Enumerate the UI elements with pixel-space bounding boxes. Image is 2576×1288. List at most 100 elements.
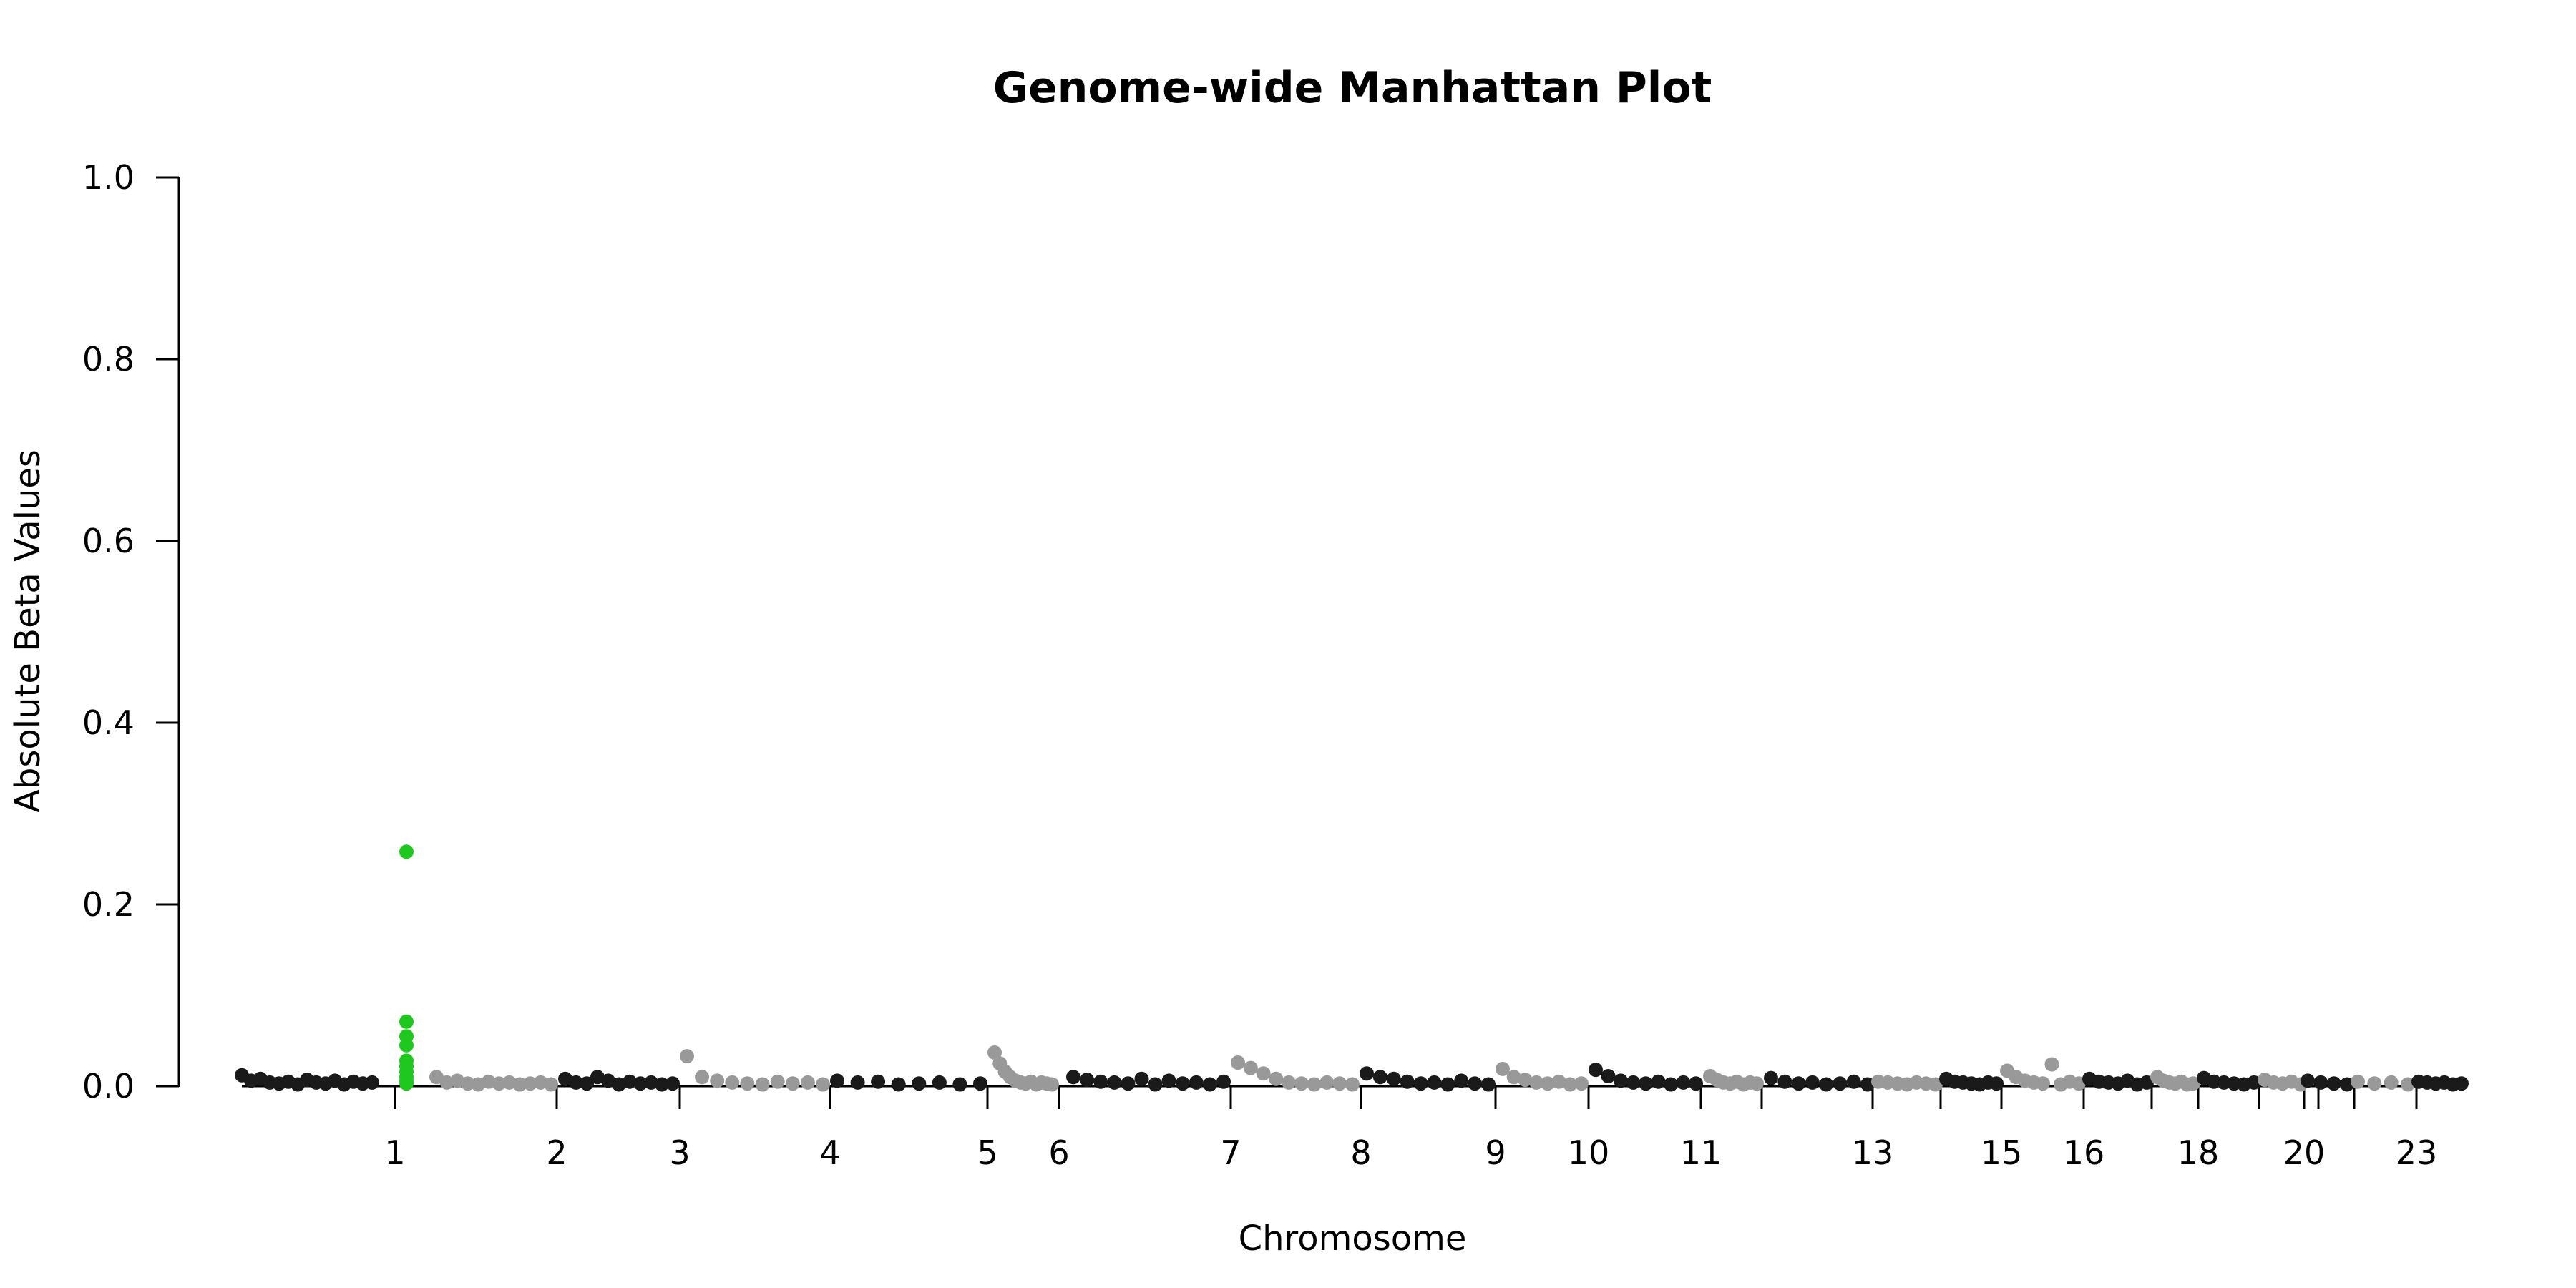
x-tick-label: 7 — [1220, 1133, 1241, 1172]
x-tick-label: 18 — [2177, 1133, 2220, 1172]
highlight-point — [399, 1038, 414, 1053]
data-point — [1161, 1073, 1176, 1088]
data-point — [590, 1070, 605, 1085]
data-point — [973, 1076, 987, 1091]
data-point — [1764, 1070, 1778, 1085]
data-point — [695, 1070, 710, 1085]
data-point — [1427, 1075, 1442, 1090]
data-point — [1928, 1077, 1943, 1092]
x-axis-label: Chromosome — [1239, 1219, 1467, 1259]
data-point — [601, 1073, 615, 1088]
data-point — [952, 1077, 967, 1092]
data-point — [569, 1075, 583, 1090]
data-point — [1282, 1075, 1297, 1090]
highlight-point — [399, 844, 414, 859]
data-point — [1386, 1071, 1401, 1086]
data-point — [1440, 1077, 1455, 1092]
data-point — [1256, 1066, 1271, 1081]
y-axis-ticks: 0.0 0.2 0.4 0.6 0.8 1.0 — [82, 158, 179, 1106]
data-point — [2454, 1076, 2469, 1091]
data-point — [1846, 1074, 1861, 1089]
data-point — [522, 1076, 537, 1091]
data-point — [558, 1071, 572, 1086]
y-tick-label: 0.6 — [82, 522, 135, 560]
data-point — [1529, 1075, 1544, 1090]
data-point — [1689, 1076, 1703, 1091]
data-point — [1319, 1075, 1335, 1090]
data-point — [633, 1076, 648, 1091]
data-point — [1540, 1076, 1555, 1091]
data-point — [932, 1075, 947, 1090]
data-point — [1080, 1073, 1095, 1088]
data-point — [2326, 1076, 2341, 1091]
y-tick-label: 0.8 — [82, 340, 135, 379]
data-point — [492, 1076, 507, 1091]
data-point — [871, 1074, 886, 1089]
data-point — [580, 1076, 594, 1091]
data-point — [2367, 1076, 2382, 1091]
y-tick-label: 1.0 — [82, 158, 135, 197]
x-tick-label: 13 — [1852, 1133, 1894, 1172]
data-point — [1107, 1075, 1122, 1090]
data-point — [2186, 1076, 2200, 1091]
data-point — [460, 1076, 475, 1091]
x-tick-label: 15 — [1981, 1133, 2023, 1172]
data-point — [912, 1076, 927, 1091]
data-point — [850, 1075, 865, 1090]
data-point — [1574, 1076, 1589, 1091]
data-point — [816, 1077, 830, 1092]
data-point — [644, 1075, 658, 1090]
data-point — [1202, 1077, 1217, 1092]
data-point — [655, 1077, 669, 1092]
data-point — [2301, 1073, 2315, 1088]
data-point — [1860, 1077, 1875, 1092]
y-tick-label: 0.0 — [82, 1067, 135, 1106]
data-point — [1413, 1076, 1428, 1091]
data-point — [1148, 1077, 1163, 1092]
highlight-point — [399, 1014, 414, 1029]
data-point — [1243, 1060, 1258, 1075]
data-point — [1454, 1073, 1469, 1088]
data-point — [544, 1077, 558, 1092]
data-point — [2401, 1077, 2415, 1092]
data-point — [1121, 1076, 1136, 1091]
data-point — [680, 1049, 694, 1064]
x-tick-label: 4 — [819, 1133, 840, 1172]
data-point — [1400, 1074, 1415, 1089]
data-point — [1651, 1074, 1666, 1089]
x-tick-label: 23 — [2396, 1133, 2438, 1172]
data-point — [365, 1075, 379, 1090]
chart-title: Genome-wide Manhattan Plot — [993, 63, 1712, 113]
x-tick-label: 6 — [1048, 1133, 1069, 1172]
data-point — [2384, 1075, 2399, 1090]
data-point — [1045, 1077, 1059, 1092]
data-point — [2351, 1074, 2365, 1089]
data-point — [1189, 1075, 1204, 1090]
data-point — [1563, 1077, 1578, 1092]
y-axis-label: Absolute Beta Values — [8, 449, 48, 813]
data-point — [1777, 1074, 1792, 1089]
data-point — [2036, 1076, 2050, 1091]
data-point — [2072, 1076, 2086, 1091]
data-point — [1518, 1073, 1533, 1088]
data-point — [665, 1076, 680, 1091]
x-axis-ticks: 1 2 3 4 5 6 7 8 9 10 11 13 15 16 18 20 23 — [384, 1086, 2437, 1172]
data-point — [1175, 1076, 1190, 1091]
x-tick-label: 9 — [1485, 1133, 1506, 1172]
data-point — [1639, 1076, 1653, 1091]
data-point — [2247, 1075, 2261, 1090]
data-point — [1506, 1070, 1521, 1085]
x-tick-label: 16 — [2063, 1133, 2105, 1172]
y-tick-label: 0.4 — [82, 703, 135, 742]
data-point — [1481, 1077, 1496, 1092]
data-points — [235, 844, 2469, 1092]
x-tick-label: 20 — [2283, 1133, 2326, 1172]
data-point — [1551, 1074, 1566, 1089]
data-point — [1791, 1076, 1806, 1091]
data-point — [800, 1075, 815, 1090]
data-point — [1294, 1076, 1309, 1091]
data-point — [1833, 1076, 1848, 1091]
data-point — [1372, 1070, 1387, 1085]
data-point — [987, 1045, 1002, 1060]
